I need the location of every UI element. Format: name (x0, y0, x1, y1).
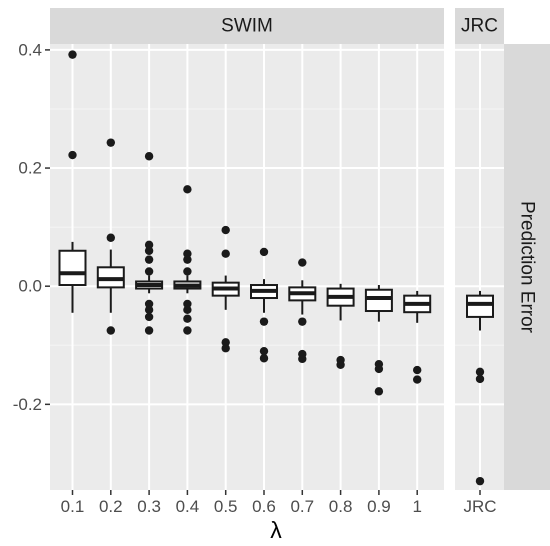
box-body (58, 249, 87, 287)
outlier-point (183, 326, 192, 335)
outlier-point (221, 225, 230, 235)
outlier-point (475, 476, 485, 486)
outlier-point (298, 258, 307, 267)
x-axis: 0.1 0.2 0.3 0.4 0.5 0.6 0.7 0.8 0.9 1 JRC (61, 490, 497, 516)
outlier-point (259, 346, 269, 356)
y-tick-label: 0.2 (18, 159, 42, 178)
x-tick-label: 0.5 (214, 497, 238, 516)
box-JRC (466, 290, 494, 486)
x-tick-label: 1 (412, 497, 421, 516)
y-tick-label: 0.4 (18, 40, 42, 59)
panel-jrc (455, 44, 504, 490)
outlier-point (183, 314, 192, 323)
right-strip-label: Prediction Error (517, 201, 538, 334)
outlier-point (475, 374, 485, 384)
outlier-point (183, 267, 192, 276)
panels (50, 44, 504, 490)
outlier-point (259, 354, 269, 363)
box-body (364, 288, 393, 313)
x-tick-label: JRC (463, 497, 496, 516)
box-0.3 (135, 152, 164, 335)
strip-label-jrc: JRC (461, 16, 498, 37)
outlier-point (144, 246, 154, 255)
x-axis-title: λ (270, 517, 282, 543)
facet-strips: SWIM JRC (50, 8, 504, 44)
outlier-point (144, 312, 154, 322)
x-tick-label: 0.7 (290, 497, 314, 516)
strip-background (455, 8, 504, 44)
outlier-point (183, 249, 192, 258)
outlier-point (144, 240, 154, 250)
x-tick-label: 0.4 (176, 497, 200, 516)
outlier-point (183, 305, 192, 315)
outlier-point (221, 338, 230, 347)
box-0.2 (96, 138, 125, 335)
box-0.9 (364, 285, 393, 396)
right-strip-background (504, 44, 550, 490)
outlier-point (221, 249, 230, 258)
box-body (466, 294, 494, 318)
outlier-point (259, 247, 269, 257)
outlier-point (374, 364, 384, 374)
panel-swim (50, 44, 444, 490)
outlier-point (475, 367, 485, 377)
outlier-point (183, 185, 192, 194)
right-facet-strip: Prediction Error (504, 44, 550, 490)
outlier-point (183, 299, 192, 309)
y-tick-label: 0.0 (18, 277, 42, 296)
box-0.6 (250, 247, 278, 363)
outlier-point (106, 326, 116, 335)
x-tick-label: 0.6 (252, 497, 276, 516)
outlier-point (106, 138, 116, 147)
outlier-point (259, 317, 269, 326)
outlier-point (183, 255, 192, 264)
y-tick-label: -0.2 (13, 395, 42, 414)
outlier-point (144, 299, 154, 309)
outlier-point (298, 354, 307, 364)
outlier-point (144, 326, 154, 335)
box-0.4 (173, 185, 202, 335)
x-tick-label: 0.9 (367, 497, 391, 516)
x-tick-label: 0.1 (61, 497, 85, 516)
box-0.5 (211, 225, 240, 353)
box-0.7 (288, 258, 317, 364)
box-1 (403, 290, 432, 384)
outlier-point (413, 375, 422, 384)
x-tick-label: 0.2 (99, 497, 123, 516)
outlier-point (144, 267, 154, 276)
outlier-point (144, 305, 154, 315)
strip-background (50, 8, 444, 44)
outlier-point (68, 150, 77, 160)
outlier-point (298, 317, 307, 326)
y-axis: -0.2 0.0 0.2 0.4 (13, 40, 50, 414)
outlier-point (336, 360, 345, 369)
box-0.1 (58, 50, 87, 313)
outlier-point (68, 50, 77, 59)
outlier-point (144, 255, 154, 264)
outlier-point (106, 233, 116, 242)
outlier-point (374, 387, 384, 396)
box-0.8 (326, 283, 355, 369)
x-tick-label: 0.3 (137, 497, 161, 516)
outlier-point (144, 152, 154, 161)
outlier-point (221, 344, 230, 353)
x-tick-label: 0.8 (329, 497, 353, 516)
strip-label-swim: SWIM (221, 16, 273, 37)
outlier-point (413, 365, 422, 375)
